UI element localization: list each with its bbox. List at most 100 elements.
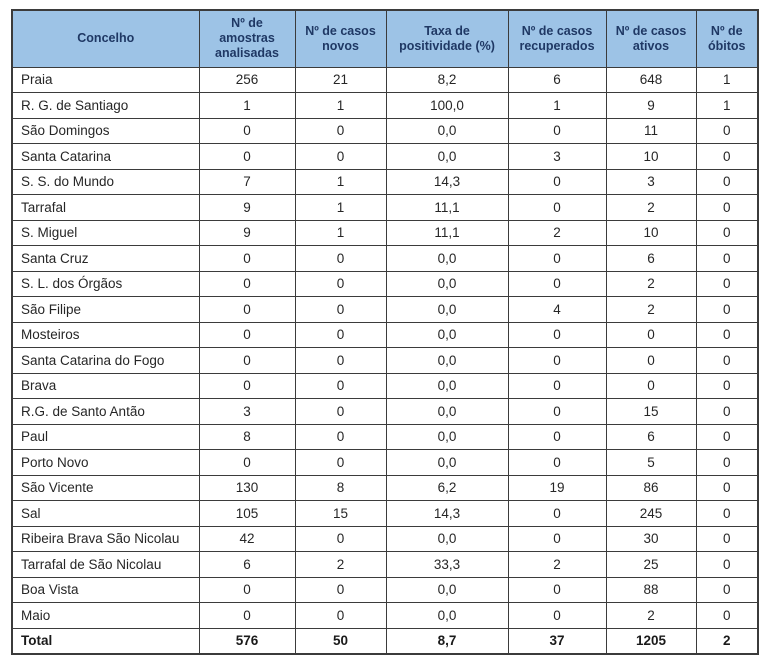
table-row: S. Miguel 9 1 11,1 2 10 0 xyxy=(11,219,759,246)
value-cell: 2 xyxy=(294,551,387,578)
value-cell: 1 xyxy=(695,92,759,119)
value-cell: 2 xyxy=(507,551,607,578)
table-row: São Vicente 130 8 6,2 19 86 0 xyxy=(11,474,759,501)
table-row: R.G. de Santo Antão 3 0 0,0 0 15 0 xyxy=(11,398,759,425)
value-cell: 0 xyxy=(695,321,759,348)
value-cell: 1 xyxy=(507,92,607,119)
value-cell: 0 xyxy=(294,321,387,348)
table-row: Maio 0 0 0,0 0 2 0 xyxy=(11,602,759,629)
table-row: Paul 8 0 0,0 0 6 0 xyxy=(11,423,759,450)
value-cell: 0 xyxy=(695,296,759,323)
value-cell: 0 xyxy=(695,168,759,195)
value-cell: 0 xyxy=(695,245,759,272)
value-cell: 1205 xyxy=(605,627,697,654)
value-cell: 2 xyxy=(605,270,697,297)
value-cell: 0,0 xyxy=(385,423,509,450)
concelho-cell: São Domingos xyxy=(11,117,200,144)
value-cell: 0 xyxy=(695,347,759,374)
table-row: Tarrafal 9 1 11,1 0 2 0 xyxy=(11,194,759,221)
value-cell: 0 xyxy=(294,576,387,603)
value-cell: 0 xyxy=(198,576,296,603)
value-cell: 0 xyxy=(605,372,697,399)
value-cell: 0,0 xyxy=(385,321,509,348)
value-cell: 3 xyxy=(605,168,697,195)
value-cell: 8,2 xyxy=(385,66,509,93)
value-cell: 88 xyxy=(605,576,697,603)
concelho-cell: Maio xyxy=(11,602,200,629)
value-cell: 0 xyxy=(198,321,296,348)
value-cell: 0 xyxy=(695,602,759,629)
value-cell: 0 xyxy=(695,525,759,552)
value-cell: 1 xyxy=(198,92,296,119)
value-cell: 21 xyxy=(294,66,387,93)
table-row: Praia 256 21 8,2 6 648 1 xyxy=(11,66,759,93)
concelho-cell: Total xyxy=(11,627,200,654)
value-cell: 0,0 xyxy=(385,576,509,603)
concelho-cell: São Vicente xyxy=(11,474,200,501)
table-row: R. G. de Santiago 1 1 100,0 1 9 1 xyxy=(11,92,759,119)
table-row: S. L. dos Órgãos 0 0 0,0 0 2 0 xyxy=(11,270,759,297)
value-cell: 2 xyxy=(605,194,697,221)
table-row: Santa Catarina do Fogo 0 0 0,0 0 0 0 xyxy=(11,347,759,374)
value-cell: 0,0 xyxy=(385,449,509,476)
value-cell: 14,3 xyxy=(385,168,509,195)
value-cell: 8 xyxy=(294,474,387,501)
value-cell: 0 xyxy=(507,576,607,603)
value-cell: 11,1 xyxy=(385,194,509,221)
value-cell: 0 xyxy=(507,194,607,221)
value-cell: 7 xyxy=(198,168,296,195)
covid-concelho-table: Concelho Nº de amostras analisadas Nº de… xyxy=(11,9,759,655)
value-cell: 0 xyxy=(198,245,296,272)
value-cell: 0,0 xyxy=(385,398,509,425)
value-cell: 2 xyxy=(605,296,697,323)
table-row: Boa Vista 0 0 0,0 0 88 0 xyxy=(11,576,759,603)
value-cell: 0 xyxy=(507,321,607,348)
table-row: Mosteiros 0 0 0,0 0 0 0 xyxy=(11,321,759,348)
value-cell: 0 xyxy=(695,474,759,501)
value-cell: 105 xyxy=(198,500,296,527)
value-cell: 1 xyxy=(695,66,759,93)
value-cell: 0 xyxy=(294,347,387,374)
value-cell: 15 xyxy=(294,500,387,527)
value-cell: 42 xyxy=(198,525,296,552)
value-cell: 11,1 xyxy=(385,219,509,246)
concelho-cell: Tarrafal de São Nicolau xyxy=(11,551,200,578)
value-cell: 14,3 xyxy=(385,500,509,527)
value-cell: 3 xyxy=(198,398,296,425)
value-cell: 0 xyxy=(294,296,387,323)
value-cell: 0 xyxy=(695,423,759,450)
value-cell: 0 xyxy=(507,423,607,450)
concelho-cell: São Filipe xyxy=(11,296,200,323)
value-cell: 9 xyxy=(605,92,697,119)
value-cell: 0 xyxy=(198,449,296,476)
value-cell: 0 xyxy=(198,602,296,629)
value-cell: 30 xyxy=(605,525,697,552)
value-cell: 0,0 xyxy=(385,143,509,170)
header-row: Concelho Nº de amostras analisadas Nº de… xyxy=(11,9,759,68)
value-cell: 0 xyxy=(695,270,759,297)
value-cell: 5 xyxy=(605,449,697,476)
value-cell: 8,7 xyxy=(385,627,509,654)
value-cell: 6 xyxy=(605,245,697,272)
value-cell: 1 xyxy=(294,219,387,246)
value-cell: 10 xyxy=(605,219,697,246)
value-cell: 3 xyxy=(507,143,607,170)
value-cell: 256 xyxy=(198,66,296,93)
value-cell: 0 xyxy=(695,449,759,476)
value-cell: 0,0 xyxy=(385,245,509,272)
concelho-cell: R. G. de Santiago xyxy=(11,92,200,119)
value-cell: 0 xyxy=(507,500,607,527)
value-cell: 19 xyxy=(507,474,607,501)
value-cell: 0 xyxy=(695,551,759,578)
value-cell: 0 xyxy=(695,219,759,246)
value-cell: 0 xyxy=(294,270,387,297)
total-row: Total 576 50 8,7 37 1205 2 xyxy=(11,627,759,654)
concelho-cell: Ribeira Brava São Nicolau xyxy=(11,525,200,552)
value-cell: 0 xyxy=(294,117,387,144)
concelho-cell: Mosteiros xyxy=(11,321,200,348)
value-cell: 6,2 xyxy=(385,474,509,501)
value-cell: 11 xyxy=(605,117,697,144)
table-row: Santa Cruz 0 0 0,0 0 6 0 xyxy=(11,245,759,272)
value-cell: 8 xyxy=(198,423,296,450)
